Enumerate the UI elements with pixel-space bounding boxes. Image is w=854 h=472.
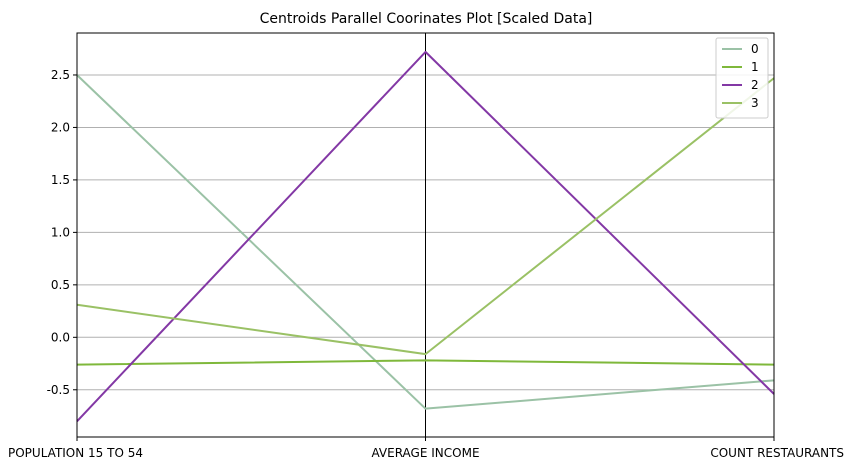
- legend: 0 1 2 3: [715, 37, 769, 119]
- chart-title: Centroids Parallel Coorinates Plot [Scal…: [260, 11, 593, 27]
- y-tick-label-4: 1.5: [51, 173, 70, 187]
- x-category-label-0: POPULATION 15 TO 54: [8, 446, 143, 460]
- legend-label-3: 3: [751, 96, 759, 110]
- y-tick-label-3: 1.0: [51, 225, 70, 239]
- axes: [76, 33, 775, 437]
- x-axis-labels: POPULATION 15 TO 54 AVERAGE INCOME COUNT R…: [8, 437, 844, 460]
- series-line-1: [76, 359, 775, 366]
- legend-label-1: 1: [751, 60, 759, 74]
- y-tick-label-5: 2.0: [51, 120, 70, 134]
- series-line-3: [76, 77, 775, 356]
- legend-label-0: 0: [751, 42, 759, 56]
- series-lines: [76, 50, 775, 422]
- x-category-label-1: AVERAGE INCOME: [371, 446, 479, 460]
- x-category-label-2: COUNT RESTAURANTS: [710, 446, 844, 460]
- y-tick-label-6: 2.5: [51, 68, 70, 82]
- series-line-0: [76, 74, 775, 410]
- y-axis-ticks: -0.5 0.0 0.5 1.0 1.5 2.0 2.5: [47, 68, 77, 397]
- y-tick-label-2: 0.5: [51, 278, 70, 292]
- series-line-2: [76, 50, 775, 422]
- y-tick-label-1: 0.0: [51, 330, 70, 344]
- legend-box: [715, 37, 769, 119]
- legend-label-2: 2: [751, 78, 759, 92]
- y-tick-label-0: -0.5: [47, 383, 70, 397]
